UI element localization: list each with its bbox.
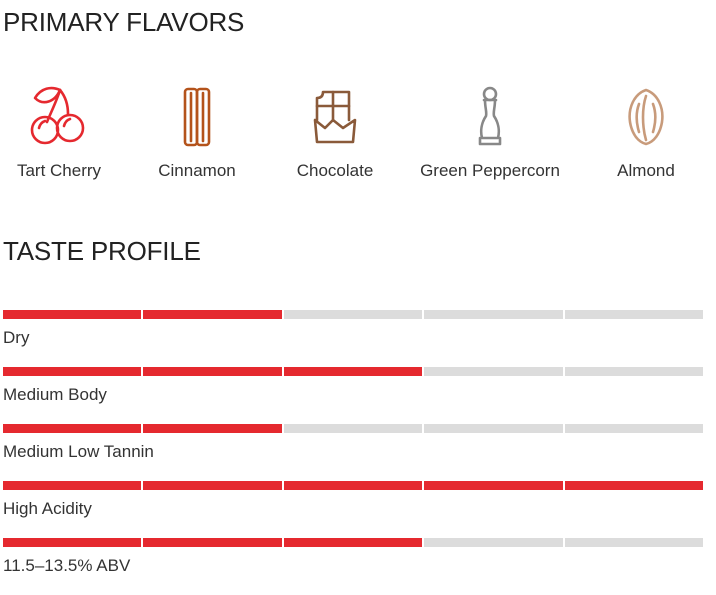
- level-segment: [564, 424, 704, 433]
- profile-row-acidity: High Acidity: [3, 481, 704, 538]
- level-segment: [283, 481, 423, 490]
- chocolate-icon: [303, 84, 367, 150]
- level-bar: [3, 481, 704, 490]
- profile-row-abv: 11.5–13.5% ABV: [3, 538, 704, 595]
- level-segment: [424, 481, 563, 490]
- flavor-label: Cinnamon: [158, 161, 236, 180]
- level-segment: [424, 538, 563, 547]
- flavor-item-chocolate: Chocolate: [288, 84, 382, 181]
- level-segment: [143, 310, 282, 319]
- flavor-list: Tart Cherry Cinnamon Chocolate: [0, 84, 716, 194]
- level-segment: [3, 310, 142, 319]
- profile-row-body: Medium Body: [3, 367, 704, 424]
- level-bar: [3, 310, 704, 319]
- level-segment: [143, 481, 282, 490]
- profile-label: High Acidity: [3, 499, 92, 518]
- level-segment: [143, 424, 282, 433]
- level-segment: [143, 538, 282, 547]
- level-segment: [283, 424, 423, 433]
- flavor-label: Green Peppercorn: [420, 161, 560, 180]
- profile-row-dry: Dry: [3, 310, 704, 367]
- flavor-label: Almond: [617, 161, 675, 180]
- profile-label: 11.5–13.5% ABV: [3, 556, 131, 575]
- level-segment: [564, 481, 704, 490]
- level-bar: [3, 538, 704, 547]
- level-segment: [283, 310, 423, 319]
- almond-icon: [614, 84, 678, 150]
- flavor-item-almond: Almond: [606, 84, 686, 181]
- level-segment: [424, 424, 563, 433]
- level-bar: [3, 367, 704, 376]
- profile-row-tannin: Medium Low Tannin: [3, 424, 704, 481]
- level-segment: [564, 310, 704, 319]
- level-segment: [424, 367, 563, 376]
- profile-label: Dry: [3, 328, 30, 347]
- level-segment: [3, 424, 142, 433]
- taste-profile-list: Dry Medium Body Medium Low Tannin: [3, 310, 704, 595]
- level-segment: [564, 538, 704, 547]
- level-segment: [424, 310, 563, 319]
- profile-label: Medium Body: [3, 385, 107, 404]
- level-segment: [3, 367, 142, 376]
- level-segment: [3, 538, 142, 547]
- flavor-label: Chocolate: [296, 161, 374, 180]
- pepper-mill-icon: [458, 84, 522, 150]
- cherry-icon: [27, 84, 91, 150]
- level-segment: [143, 367, 282, 376]
- flavor-item-tart-cherry: Tart Cherry: [12, 84, 106, 181]
- level-segment: [283, 367, 423, 376]
- flavor-label: Tart Cherry: [16, 161, 102, 180]
- level-bar: [3, 424, 704, 433]
- level-segment: [3, 481, 142, 490]
- primary-flavors-title: PRIMARY FLAVORS: [3, 7, 245, 37]
- cinnamon-icon: [165, 84, 229, 150]
- profile-label: Medium Low Tannin: [3, 442, 154, 461]
- flavor-item-green-peppercorn: Green Peppercorn: [412, 84, 568, 181]
- flavor-item-cinnamon: Cinnamon: [150, 84, 244, 181]
- level-segment: [283, 538, 423, 547]
- level-segment: [564, 367, 704, 376]
- taste-profile-title: TASTE PROFILE: [3, 236, 201, 266]
